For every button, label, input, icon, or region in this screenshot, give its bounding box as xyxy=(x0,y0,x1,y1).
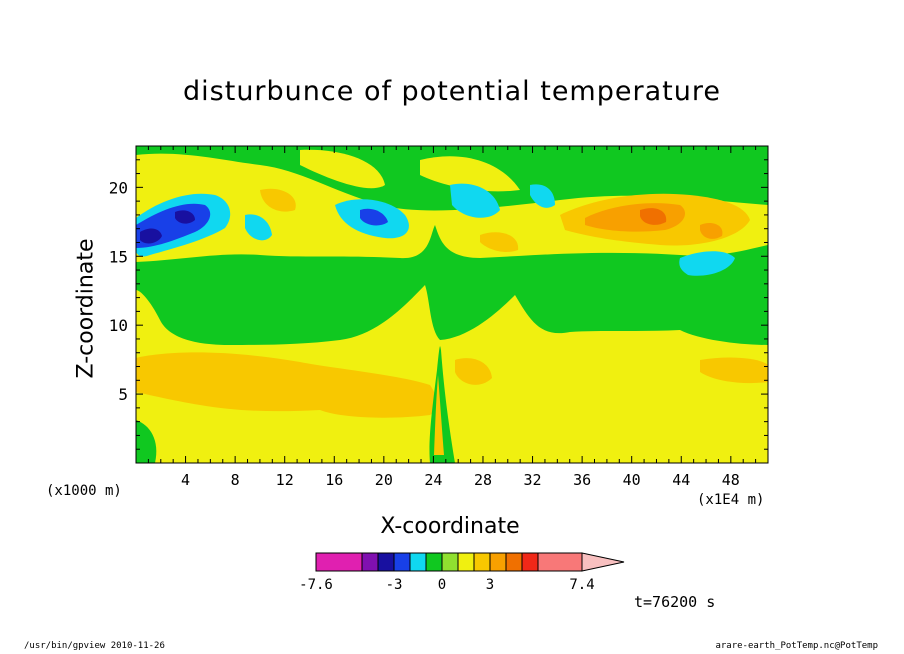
x-tick-label: 28 xyxy=(474,471,492,489)
colorbar-arrow xyxy=(581,552,625,572)
colorbar-swatch xyxy=(473,552,491,572)
colorbar-swatch xyxy=(425,552,443,572)
colorbar-swatch xyxy=(377,552,395,572)
lower-warm-band xyxy=(136,352,438,418)
colorbar-swatch xyxy=(361,552,379,572)
cold-patch-cyan xyxy=(450,183,500,218)
upper-yellow-patch xyxy=(160,159,211,196)
x-tick-label: 44 xyxy=(672,471,690,489)
x-tick-label: 36 xyxy=(573,471,591,489)
bottom-green-patch xyxy=(136,420,157,463)
colorbar: -7.6 -3 0 3 7.4 xyxy=(299,552,625,593)
y-ticks: 5 10 15 20 xyxy=(109,159,768,450)
footer-left: /usr/bin/gpview 2010-11-26 xyxy=(24,641,165,651)
colorbar-swatch xyxy=(489,552,507,572)
x-unit-label: (x1000 m) xyxy=(46,483,122,499)
x-tick-label: 20 xyxy=(375,471,393,489)
cold-patch-blue xyxy=(360,208,388,226)
time-label: t=76200 s xyxy=(634,593,716,611)
warm-band-peak xyxy=(640,208,667,225)
warm-patch xyxy=(480,232,519,253)
colorbar-tick-label: 0 xyxy=(438,577,446,593)
colorbar-swatch xyxy=(315,552,363,572)
colorbar-swatch xyxy=(409,552,427,572)
warm-band-core xyxy=(700,223,723,239)
cold-patch-cyan xyxy=(679,251,735,276)
x-ticks: 4 8 12 16 20 24 28 32 36 40 44 48 xyxy=(147,146,757,489)
y-tick-label: 10 xyxy=(109,316,128,335)
colorbar-swatch xyxy=(457,552,475,572)
y-tick-label: 20 xyxy=(109,178,128,197)
colorbar-tick-label: 3 xyxy=(486,577,494,593)
x-tick-label: 32 xyxy=(524,471,542,489)
lower-warm-patch xyxy=(700,357,768,384)
cold-core-dark xyxy=(140,228,162,244)
central-plume-core xyxy=(434,375,444,455)
lower-warm-patch xyxy=(455,358,492,385)
x-tick-label: 12 xyxy=(276,471,294,489)
colorbar-tick-label: -7.6 xyxy=(299,577,333,593)
cold-patch-cyan xyxy=(245,214,272,241)
x-tick-label: 48 xyxy=(722,471,740,489)
upper-yellow-patch xyxy=(420,156,520,192)
x-tick-label: 4 xyxy=(181,471,190,489)
x-tick-label: 16 xyxy=(325,471,343,489)
colorbar-tick-label: -3 xyxy=(386,577,403,593)
x-tick-label: 8 xyxy=(231,471,240,489)
colorbar-tick-label: 7.4 xyxy=(569,577,594,593)
cold-core-dark xyxy=(175,210,195,224)
y-tick-label: 15 xyxy=(109,247,128,266)
contour-field xyxy=(136,146,768,463)
x-tick-label: 24 xyxy=(424,471,442,489)
y-tick-label: 5 xyxy=(118,385,128,404)
upper-yellow-patch xyxy=(300,149,385,189)
colorbar-swatch xyxy=(537,552,583,572)
cold-patch-cyan xyxy=(530,184,555,208)
warm-patch xyxy=(260,188,296,212)
colorbar-swatch xyxy=(393,552,411,572)
middle-green-band xyxy=(136,225,768,345)
chart-title: disturbunce of potential temperature xyxy=(183,76,721,107)
footer-right: arare-earth_PotTemp.nc@PotTemp xyxy=(715,641,878,651)
colorbar-swatch xyxy=(521,552,539,572)
colorbar-swatch xyxy=(505,552,523,572)
x-scale-label: (x1E4 m) xyxy=(697,492,765,508)
x-axis-label: X-coordinate xyxy=(380,514,520,539)
colorbar-swatch xyxy=(441,552,459,572)
x-tick-label: 40 xyxy=(623,471,641,489)
plot-frame xyxy=(135,145,769,464)
